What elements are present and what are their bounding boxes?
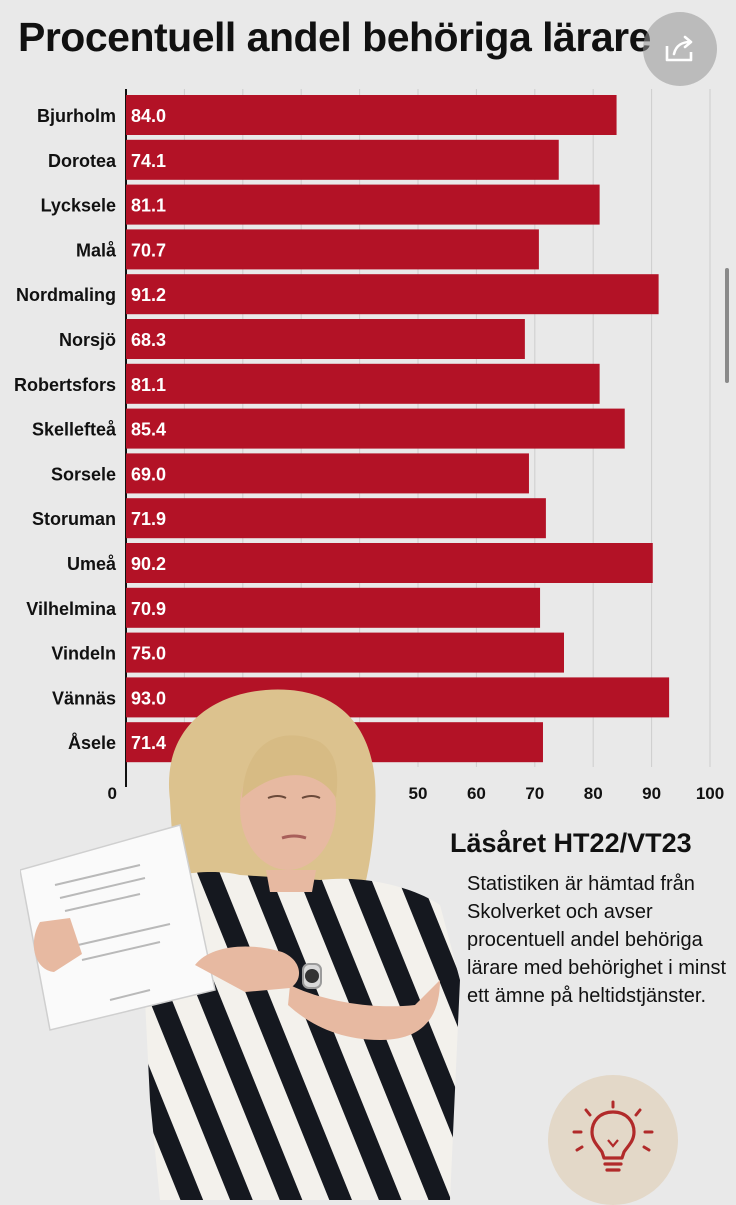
bar [126, 319, 525, 359]
bar [126, 274, 659, 315]
lightbulb-badge [548, 1075, 678, 1205]
data-label: 74.1 [131, 151, 166, 171]
category-label: Robertsfors [14, 375, 116, 395]
description-text: Statistiken är hämtad från Skolverket oc… [467, 873, 727, 1007]
season-heading: Läsåret HT22/VT23 [450, 828, 692, 858]
bar-chart: Bjurholm 84.0 Dorotea 74.1 Lycksele 81.1 Malå 7… [14, 89, 724, 803]
x-tick-label: 70 [525, 784, 544, 803]
category-label: Dorotea [48, 151, 117, 171]
scrollbar[interactable] [725, 268, 729, 383]
bar [126, 184, 600, 225]
bar [126, 95, 617, 135]
data-label: 93.0 [131, 688, 166, 708]
data-label: 84.0 [131, 106, 166, 126]
data-label: 68.3 [131, 330, 166, 350]
category-label: Norsjö [59, 330, 116, 350]
category-label: Malå [76, 240, 117, 260]
bar [126, 453, 529, 494]
x-tick-label: 50 [409, 784, 428, 803]
bar [126, 363, 600, 404]
x-tick-label: 100 [696, 784, 724, 803]
bar [126, 587, 541, 628]
category-label: Lycksele [41, 196, 116, 216]
bar [126, 498, 546, 539]
x-tick-label: 80 [584, 784, 603, 803]
data-label: 69.0 [131, 464, 166, 484]
bar [126, 632, 564, 673]
category-label: Sorsele [51, 464, 116, 484]
data-label: 81.1 [131, 196, 166, 216]
data-label: 81.1 [131, 375, 166, 395]
category-label: Vilhelmina [26, 599, 117, 619]
bar [126, 139, 559, 180]
lightbulb-icon [572, 1100, 654, 1172]
x-tick-label: 60 [467, 784, 486, 803]
share-icon [665, 35, 693, 62]
data-label: 91.2 [131, 285, 166, 305]
category-label: Storuman [32, 509, 116, 529]
category-label: Vännäs [52, 688, 116, 708]
data-label: 75.0 [131, 644, 166, 664]
x-tick-label: 0 [108, 784, 117, 803]
category-label: Skellefteå [32, 420, 117, 440]
category-label: Bjurholm [37, 106, 116, 126]
category-label: Vindeln [51, 644, 116, 664]
share-button[interactable] [643, 12, 717, 86]
bar [126, 408, 625, 449]
data-label: 71.4 [131, 733, 166, 753]
data-label: 70.7 [131, 240, 166, 260]
bar [126, 229, 539, 270]
data-label: 90.2 [131, 554, 166, 574]
category-label: Umeå [67, 554, 117, 574]
page-title: Procentuell andel behöriga lärare [18, 14, 651, 60]
category-label: Åsele [68, 733, 116, 753]
bar [126, 543, 653, 583]
data-label: 85.4 [131, 420, 166, 440]
person-photo [20, 689, 460, 1200]
x-tick-label: 90 [642, 784, 661, 803]
data-label: 71.9 [131, 509, 166, 529]
data-label: 70.9 [131, 599, 166, 619]
category-label: Nordmaling [16, 285, 116, 305]
